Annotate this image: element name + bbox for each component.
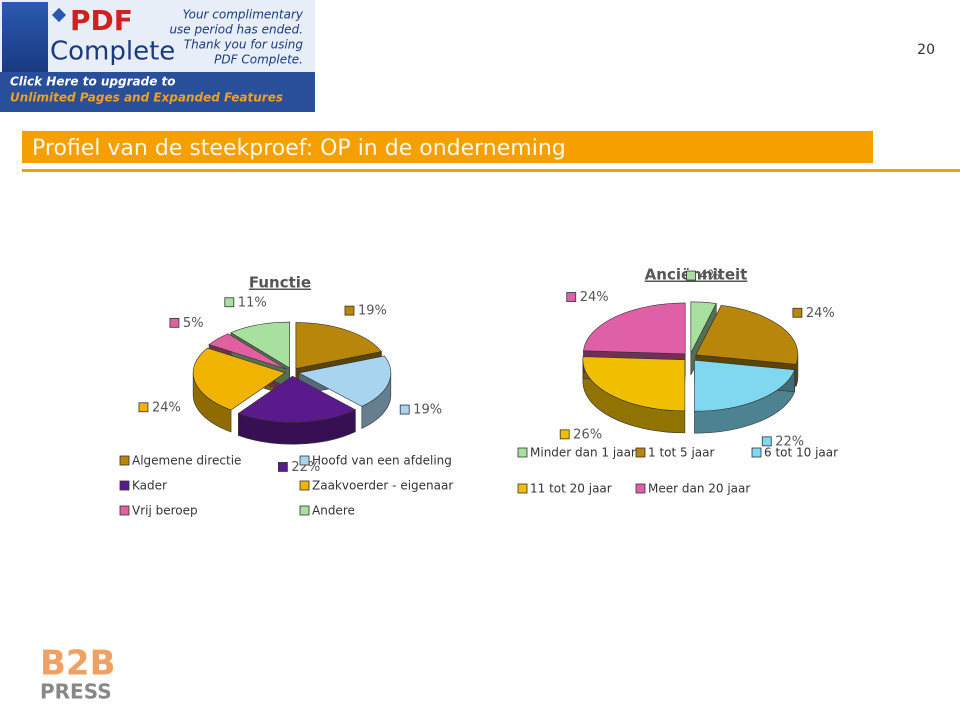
legend-label: Meer dan 20 jaar (648, 482, 750, 496)
chart-title: Functie (249, 274, 311, 292)
pie (192, 321, 392, 445)
slide-title: Profiel van de steekproef: OP in de onde… (32, 136, 566, 161)
data-label: 24% (580, 290, 609, 305)
legend-label: Zaakvoerder - eigenaar (312, 479, 453, 493)
banner-pdf: PDF (70, 4, 133, 37)
legend-label: Minder dan 1 jaar (530, 446, 636, 460)
label-swatch (559, 429, 570, 440)
label-swatch (277, 462, 288, 472)
legend-label: Hoofd van een afdeling (312, 454, 452, 468)
legend-swatch (517, 483, 528, 494)
legend-label: Andere (312, 504, 355, 518)
banner-notice: use period has ended. (169, 23, 303, 37)
data-label: 24% (806, 306, 835, 321)
legend-swatch (299, 505, 310, 516)
legend-label: Kader (132, 479, 167, 493)
label-swatch (761, 436, 772, 447)
slice (192, 347, 286, 411)
slice (583, 302, 686, 355)
upgrade-banner[interactable]: PDF Complete Your complimentary use peri… (0, 0, 315, 112)
slide-number: 20 (917, 42, 935, 58)
legend-label: 1 tot 5 jaar (648, 446, 715, 460)
pie (582, 301, 799, 434)
legend-swatch (517, 447, 528, 458)
legend-swatch (119, 480, 130, 491)
data-label: 22% (291, 460, 320, 475)
logo: B2B PRESS (40, 644, 116, 704)
data-label: 26% (573, 427, 602, 442)
label-swatch (169, 317, 180, 328)
banner-icon (2, 2, 48, 72)
legend-swatch (635, 483, 646, 494)
label-swatch (686, 270, 696, 281)
label-swatch (792, 307, 803, 318)
slice (690, 301, 717, 353)
legend-swatch (119, 455, 130, 466)
legend-swatch (119, 505, 130, 516)
banner-upgrade[interactable]: Click Here to upgrade to (10, 75, 176, 89)
title-rule (22, 169, 960, 172)
slice (237, 375, 357, 423)
banner-notice: Your complimentary (183, 8, 304, 22)
data-label: 5% (183, 316, 204, 331)
logo-mark: B2B (40, 644, 116, 684)
legend-swatch (751, 447, 762, 458)
logo-diamond (51, 7, 67, 23)
data-label: 4% (700, 269, 721, 284)
label-swatch (224, 297, 235, 308)
label-swatch (138, 402, 149, 413)
label-swatch (566, 292, 577, 302)
data-label: 24% (152, 400, 181, 415)
legend-label: Vrij beroep (132, 504, 198, 518)
data-label: 19% (413, 403, 442, 418)
slice (297, 355, 392, 407)
data-label: 19% (358, 304, 387, 319)
slice (695, 305, 799, 365)
slice (208, 333, 287, 370)
label-swatch (399, 404, 410, 415)
slice (230, 321, 290, 369)
logo-name: PRESS (40, 680, 112, 704)
chart-title: Anciënniteit (645, 266, 748, 284)
legend-label: 11 tot 20 jaar (530, 482, 612, 496)
slice (295, 322, 383, 369)
banner-upgrade[interactable]: Unlimited Pages and Expanded Features (10, 91, 283, 105)
banner-complete: Complete (50, 37, 175, 67)
banner-notice: PDF Complete. (214, 53, 303, 67)
banner-strip (0, 72, 315, 112)
data-label: 11% (238, 295, 267, 310)
banner-notice: Thank you for using (184, 38, 304, 52)
slice (694, 359, 796, 412)
data-label: 22% (775, 434, 804, 449)
legend-label: Algemene directie (132, 454, 241, 468)
legend-swatch (299, 480, 310, 491)
title-bar (22, 131, 873, 163)
slice (582, 356, 686, 412)
legend-swatch (299, 455, 310, 466)
legend-label: 6 tot 10 jaar (764, 446, 838, 460)
label-swatch (344, 305, 355, 316)
legend-swatch (635, 447, 646, 458)
charts: Functie 19% 19% 22% 24% 5% 11% Algemene directi… (119, 266, 838, 518)
